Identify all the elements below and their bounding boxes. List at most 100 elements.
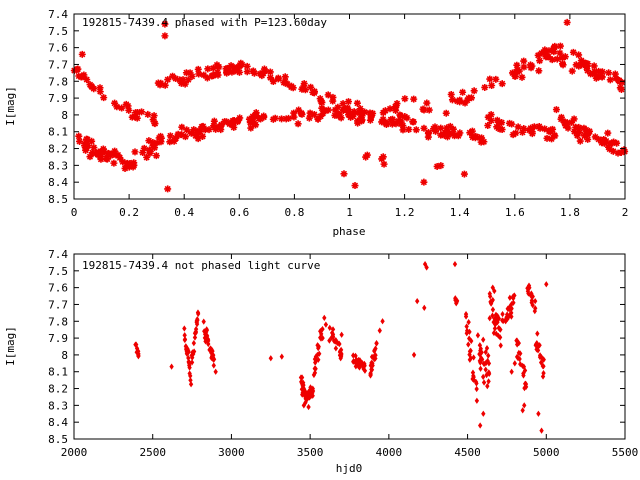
data-point [314, 115, 322, 123]
data-point [527, 284, 532, 291]
data-point [198, 123, 206, 131]
data-point [166, 132, 174, 140]
data-point [388, 120, 396, 128]
data-point [334, 103, 342, 111]
data-point [194, 318, 199, 326]
data-point [561, 53, 569, 61]
data-point [280, 79, 288, 87]
data-point [548, 56, 556, 64]
data-point [552, 106, 560, 114]
data-point [305, 114, 313, 122]
data-point [96, 84, 104, 92]
data-point [486, 369, 492, 376]
y-tick-label: 8.2 [48, 383, 68, 396]
data-point [86, 153, 94, 161]
data-point [208, 72, 216, 80]
data-point [311, 371, 317, 379]
data-point [226, 119, 234, 127]
data-point [477, 342, 483, 349]
data-point [556, 49, 564, 57]
data-point [446, 122, 454, 130]
x-tick-label: 3500 [297, 446, 324, 459]
data-point [403, 114, 411, 122]
data-point [609, 139, 617, 147]
data-point [485, 382, 490, 390]
data-point [568, 67, 576, 75]
data-point [422, 304, 427, 311]
data-point [538, 359, 544, 366]
data-point [192, 334, 198, 341]
data-point [301, 386, 306, 394]
data-point [337, 114, 345, 122]
data-point [184, 76, 192, 84]
data-point [353, 352, 358, 359]
data-point [453, 295, 458, 302]
unphased-data-points [133, 260, 549, 434]
data-point [392, 120, 400, 128]
y-tick-label: 8 [61, 349, 68, 362]
data-point [151, 120, 159, 128]
data-point [582, 126, 590, 134]
data-point [324, 91, 332, 99]
data-point [214, 71, 222, 79]
data-point [509, 131, 517, 139]
data-point [498, 342, 503, 349]
data-point [405, 125, 413, 133]
data-point [492, 320, 497, 327]
data-point [99, 145, 107, 153]
data-point [577, 57, 585, 65]
y-tick-label: 8.2 [48, 143, 68, 156]
data-point [498, 326, 503, 333]
data-point [500, 311, 505, 318]
y-tick-label: 8.1 [48, 366, 68, 379]
data-point [188, 72, 196, 80]
data-point [210, 117, 218, 125]
data-point [164, 76, 172, 84]
data-point [356, 362, 361, 370]
x-tick-label: 2000 [61, 446, 88, 459]
data-point [269, 77, 277, 85]
data-point [187, 362, 192, 369]
data-point [195, 70, 203, 78]
data-point [541, 363, 546, 370]
data-point [397, 112, 405, 120]
data-point [474, 385, 479, 393]
data-point [443, 133, 451, 141]
data-point [468, 127, 476, 135]
data-point [449, 125, 457, 133]
data-point [528, 292, 533, 299]
data-point [333, 345, 339, 352]
data-point [169, 363, 174, 370]
data-point [466, 341, 471, 348]
phased-y-axis-label: I[mag] [4, 86, 17, 126]
data-point [556, 42, 564, 50]
data-point [221, 118, 229, 126]
data-point [278, 115, 286, 123]
data-point [464, 327, 470, 334]
x-tick-label: 5000 [533, 446, 560, 459]
data-point [353, 99, 361, 107]
data-point [535, 122, 543, 130]
data-point [322, 314, 327, 322]
data-point [401, 95, 409, 103]
data-point [466, 318, 471, 326]
data-point [281, 73, 289, 81]
data-point [298, 374, 304, 381]
data-point [110, 159, 118, 167]
data-point [459, 88, 467, 96]
data-point [424, 129, 432, 137]
data-point [386, 105, 394, 113]
data-point [507, 294, 513, 301]
data-point [471, 354, 476, 361]
data-point [456, 129, 464, 137]
data-point [363, 151, 371, 159]
data-point [410, 95, 418, 103]
data-point [541, 356, 546, 363]
data-point [333, 337, 338, 344]
data-point [613, 139, 621, 147]
data-point [537, 353, 543, 361]
data-point [113, 103, 121, 111]
data-point [590, 70, 598, 78]
data-point [381, 107, 389, 115]
data-point [149, 141, 157, 149]
